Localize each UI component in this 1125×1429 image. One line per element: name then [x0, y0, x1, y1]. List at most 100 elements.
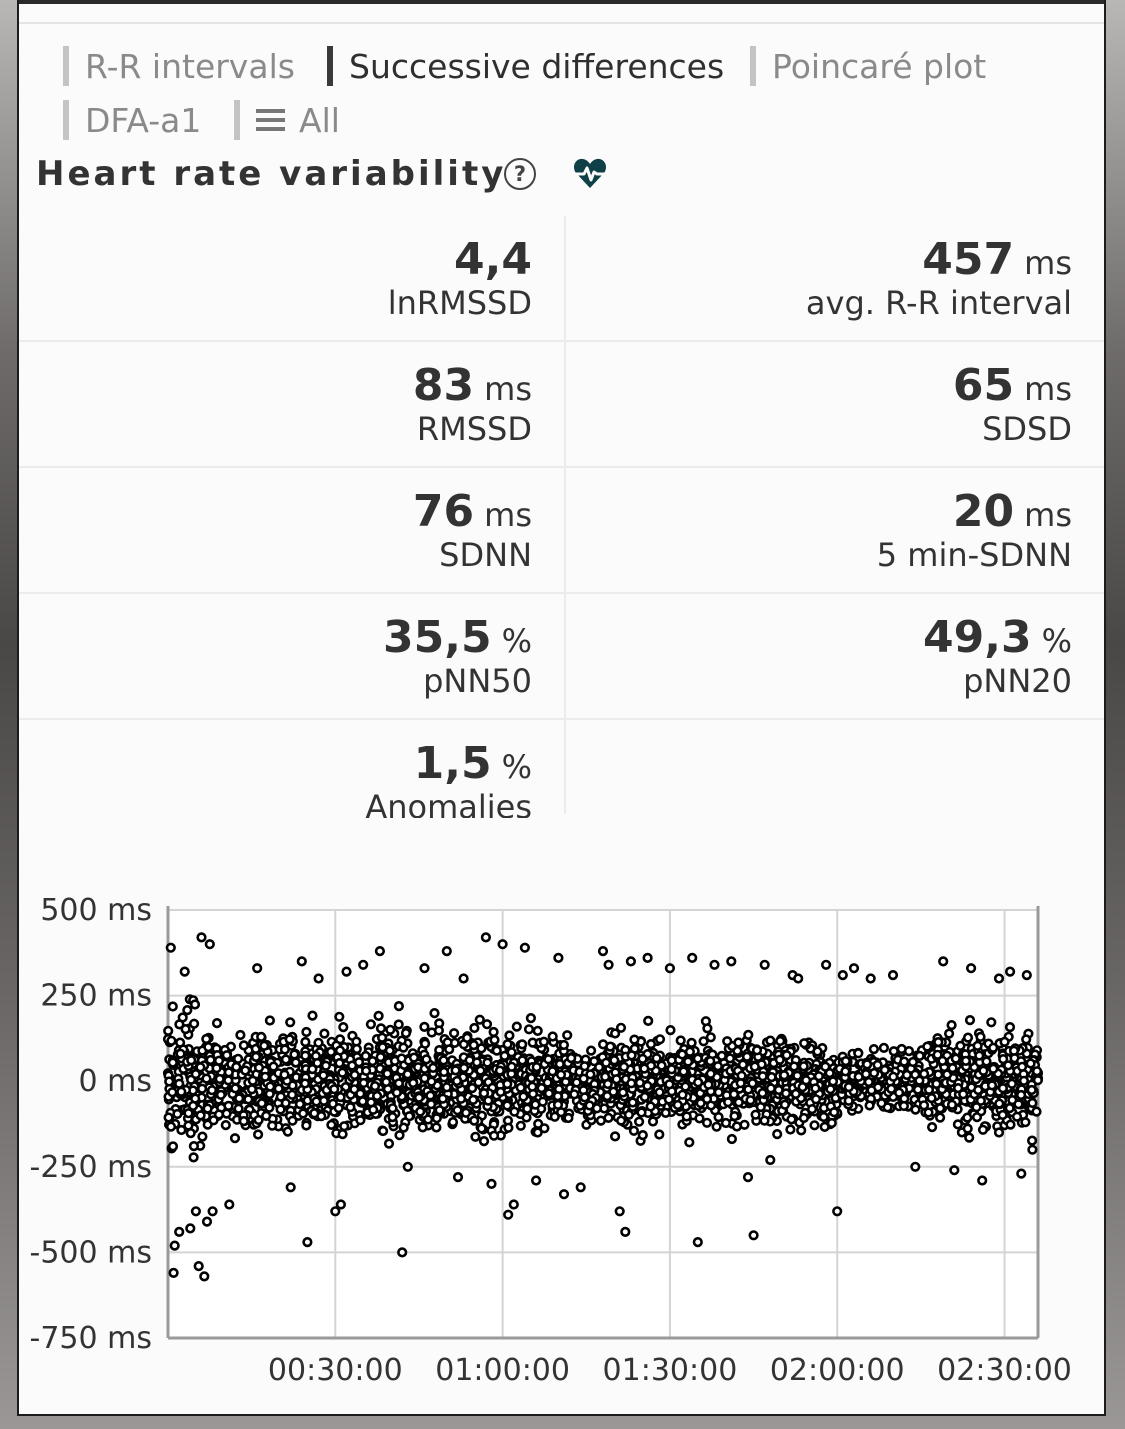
metric-number: 65: [952, 360, 1015, 411]
data-point: [609, 1131, 621, 1142]
data-point: [367, 1056, 378, 1067]
heart-pulse-icon: [573, 158, 607, 188]
metric-pnn50: 35,5% pNN50: [19, 594, 564, 720]
data-point: [444, 1044, 455, 1055]
data-point: [188, 1100, 199, 1111]
data-point: [449, 1028, 460, 1039]
data-point: [639, 1063, 650, 1074]
data-point: [402, 1161, 413, 1172]
data-point: [369, 1081, 381, 1092]
data-point: [775, 1035, 786, 1047]
data-point: [285, 1017, 296, 1028]
data-point: [553, 952, 564, 963]
data-point: [949, 1165, 960, 1176]
data-point: [426, 1027, 437, 1038]
data-point: [393, 1078, 405, 1089]
data-point: [864, 1100, 875, 1111]
data-point: [186, 1055, 197, 1066]
data-point: [866, 1085, 877, 1096]
data-point: [765, 1083, 777, 1094]
data-point: [555, 1069, 567, 1080]
data-point: [741, 1051, 753, 1062]
data-point: [165, 942, 176, 953]
data-point: [508, 1199, 519, 1210]
data-point: [506, 1061, 517, 1072]
tab-dfa-a1[interactable]: DFA-a1: [63, 100, 201, 140]
data-point: [469, 1022, 480, 1034]
metric-number: 457: [922, 234, 1015, 285]
data-point: [643, 1015, 654, 1026]
data-point: [860, 1069, 872, 1080]
question-circle-icon[interactable]: ?: [504, 158, 536, 190]
data-point: [974, 1050, 985, 1061]
data-point: [261, 1110, 272, 1121]
tab-poincare-plot[interactable]: Poincaré plot: [750, 46, 986, 86]
data-point: [997, 1083, 1009, 1094]
data-point: [642, 952, 653, 963]
data-point: [289, 1049, 300, 1060]
data-point: [629, 1034, 640, 1045]
data-point: [709, 959, 720, 970]
data-point: [745, 1095, 756, 1106]
data-point: [419, 963, 430, 974]
metric-value: 457 ms: [922, 234, 1072, 285]
tab-all[interactable]: All: [234, 100, 340, 140]
data-point: [566, 1053, 577, 1064]
data-point: [268, 1061, 279, 1072]
data-point: [977, 1175, 988, 1186]
data-point: [878, 1042, 890, 1053]
data-point: [813, 1071, 825, 1082]
panel-divider: [19, 22, 1104, 24]
metric-number: 20: [952, 486, 1015, 537]
data-point: [437, 1093, 448, 1104]
data-point: [208, 1115, 219, 1126]
data-point: [975, 1095, 987, 1106]
data-point: [396, 1053, 407, 1064]
data-point: [558, 1189, 570, 1200]
data-point: [174, 1226, 185, 1238]
data-point: [664, 963, 676, 974]
data-point: [378, 1125, 389, 1137]
data-point: [213, 1055, 225, 1066]
data-point: [712, 1061, 724, 1072]
data-point: [402, 1069, 413, 1080]
data-point: [797, 1082, 808, 1093]
data-point: [603, 959, 614, 970]
data-point: [615, 1022, 627, 1033]
data-point: [337, 1067, 348, 1078]
data-point: [585, 1045, 597, 1056]
data-point: [387, 1103, 398, 1114]
data-point: [1025, 1058, 1036, 1069]
metric-unit: ms: [484, 370, 532, 408]
tab-rr-intervals[interactable]: R-R intervals: [63, 46, 295, 86]
metric-label: RMSSD: [416, 410, 532, 448]
data-point: [189, 1018, 200, 1029]
data-point: [486, 1178, 497, 1190]
data-point: [398, 1042, 409, 1053]
data-point: [739, 1119, 750, 1130]
data-point: [848, 963, 860, 974]
data-point: [267, 1120, 278, 1131]
data-point: [664, 1079, 675, 1090]
data-point: [988, 1063, 999, 1074]
data-point: [441, 945, 452, 957]
data-point: [1015, 1089, 1027, 1101]
data-point: [964, 1015, 976, 1026]
x-tick-label: 01:30:00: [603, 1353, 738, 1388]
data-point: [971, 1102, 982, 1113]
metric-label: SDSD: [982, 410, 1072, 448]
data-point: [609, 1028, 621, 1039]
data-point: [243, 1094, 254, 1105]
tab-successive-differences[interactable]: Successive differences: [327, 46, 724, 86]
metric-value: 76 ms: [413, 486, 532, 537]
data-point: [886, 1083, 897, 1094]
data-point: [812, 1046, 823, 1057]
data-point: [387, 1112, 398, 1123]
data-point: [1006, 1078, 1018, 1089]
data-point: [960, 1055, 972, 1066]
x-tick-label: 02:00:00: [770, 1353, 905, 1388]
data-point: [420, 1038, 431, 1049]
data-point: [320, 1060, 332, 1071]
data-point: [926, 1093, 937, 1104]
data-point: [330, 1206, 341, 1217]
